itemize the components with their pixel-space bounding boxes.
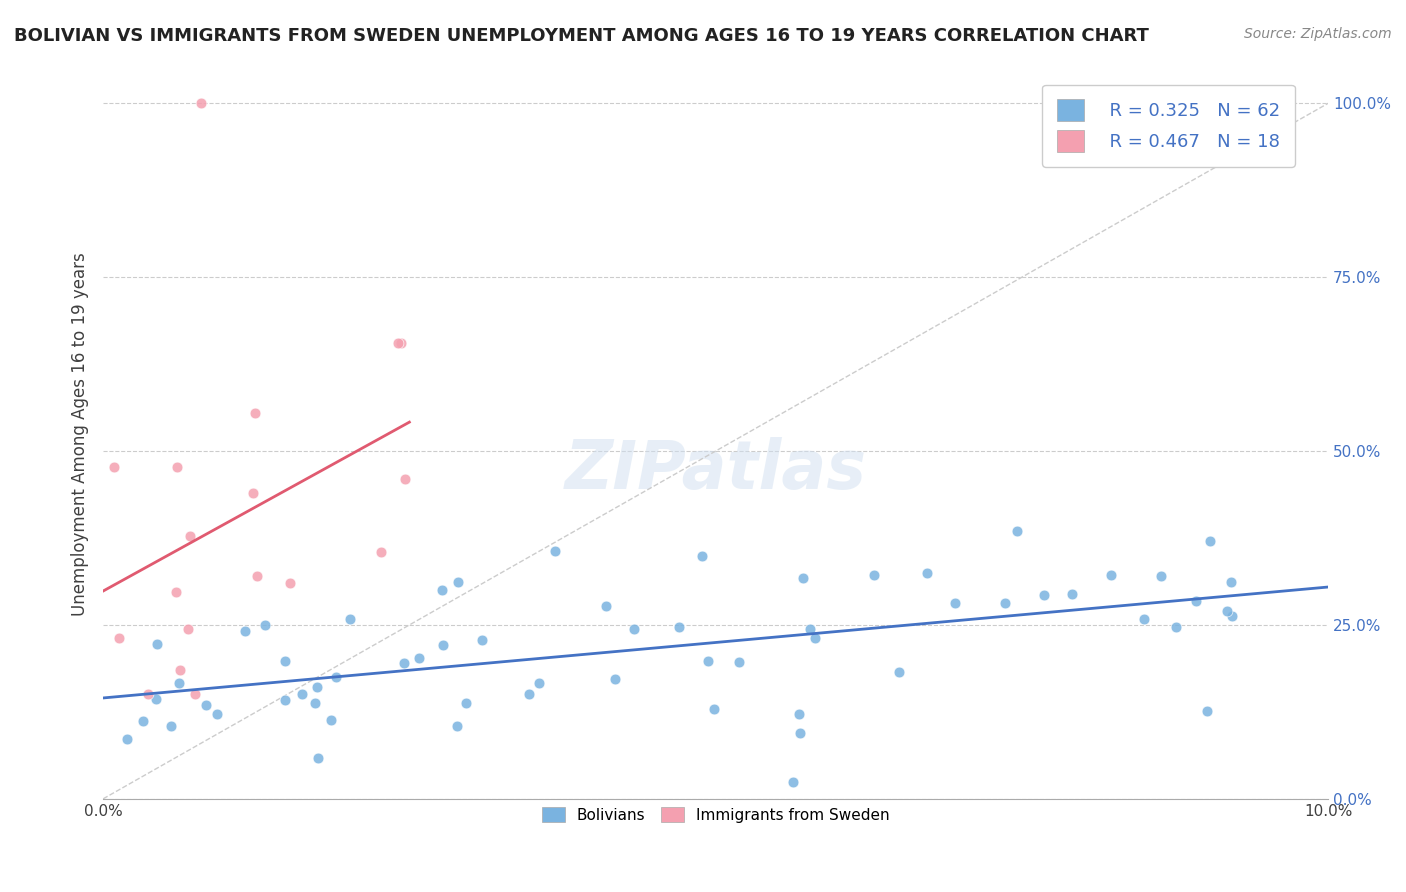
Point bbox=[146, 637, 169, 651]
Point bbox=[994, 596, 1017, 610]
Point bbox=[205, 706, 228, 721]
Text: Source: ZipAtlas.com: Source: ZipAtlas.com bbox=[1244, 27, 1392, 41]
Point bbox=[697, 654, 720, 668]
Point bbox=[799, 623, 821, 637]
Point bbox=[408, 651, 430, 665]
Point bbox=[389, 336, 412, 351]
Point bbox=[690, 549, 713, 564]
Point bbox=[321, 713, 343, 727]
Point bbox=[454, 696, 477, 710]
Point bbox=[179, 529, 201, 543]
Point bbox=[446, 719, 468, 733]
Point bbox=[103, 460, 125, 475]
Point bbox=[446, 575, 468, 590]
Point bbox=[167, 676, 190, 690]
Point bbox=[915, 566, 938, 580]
Point bbox=[190, 96, 212, 111]
Point bbox=[387, 335, 409, 350]
Point bbox=[889, 665, 911, 679]
Point bbox=[863, 568, 886, 582]
Point bbox=[1185, 594, 1208, 608]
Point bbox=[1198, 534, 1220, 549]
Point bbox=[789, 726, 811, 740]
Point bbox=[290, 687, 312, 701]
Point bbox=[668, 620, 690, 634]
Point bbox=[605, 672, 627, 686]
Text: BOLIVIAN VS IMMIGRANTS FROM SWEDEN UNEMPLOYMENT AMONG AGES 16 TO 19 YEARS CORREL: BOLIVIAN VS IMMIGRANTS FROM SWEDEN UNEMP… bbox=[14, 27, 1149, 45]
Point bbox=[1164, 619, 1187, 633]
Point bbox=[527, 676, 550, 690]
Point bbox=[246, 569, 269, 583]
Point bbox=[132, 714, 155, 728]
Point bbox=[370, 545, 392, 559]
Point bbox=[245, 406, 267, 420]
Point bbox=[1150, 569, 1173, 583]
Point bbox=[1032, 587, 1054, 601]
Point bbox=[136, 688, 159, 702]
Point bbox=[169, 663, 191, 677]
Point bbox=[943, 596, 966, 610]
Point bbox=[623, 622, 645, 636]
Point bbox=[159, 719, 181, 733]
Point bbox=[108, 631, 131, 645]
Point bbox=[804, 631, 827, 645]
Point bbox=[166, 460, 188, 475]
Point bbox=[432, 639, 454, 653]
Point bbox=[305, 680, 328, 694]
Point bbox=[728, 655, 751, 669]
Point bbox=[787, 706, 810, 721]
Point bbox=[430, 583, 453, 598]
Point bbox=[242, 485, 264, 500]
Point bbox=[307, 750, 329, 764]
Point bbox=[233, 624, 256, 639]
Point bbox=[595, 599, 617, 614]
Point bbox=[782, 774, 804, 789]
Point bbox=[1216, 604, 1239, 618]
Point bbox=[145, 692, 167, 706]
Point bbox=[544, 544, 567, 558]
Point bbox=[394, 657, 416, 671]
Point bbox=[1220, 608, 1243, 623]
Point bbox=[1060, 586, 1083, 600]
Point bbox=[792, 570, 814, 584]
Point bbox=[394, 472, 416, 486]
Point bbox=[703, 702, 725, 716]
Point bbox=[325, 670, 347, 684]
Point bbox=[184, 688, 207, 702]
Point bbox=[254, 617, 277, 632]
Point bbox=[166, 584, 188, 599]
Point bbox=[195, 698, 218, 712]
Point bbox=[1133, 612, 1156, 626]
Point bbox=[1220, 574, 1243, 589]
Point bbox=[519, 687, 541, 701]
Point bbox=[273, 693, 295, 707]
Point bbox=[1099, 567, 1122, 582]
Point bbox=[273, 654, 295, 668]
Point bbox=[177, 622, 200, 636]
Point bbox=[1005, 524, 1028, 538]
Point bbox=[471, 632, 494, 647]
Y-axis label: Unemployment Among Ages 16 to 19 years: Unemployment Among Ages 16 to 19 years bbox=[72, 252, 89, 615]
Point bbox=[278, 576, 301, 591]
Point bbox=[304, 696, 326, 710]
Point bbox=[1197, 704, 1219, 718]
Legend: Bolivians, Immigrants from Sweden: Bolivians, Immigrants from Sweden bbox=[530, 795, 901, 835]
Point bbox=[339, 612, 361, 626]
Point bbox=[115, 732, 138, 747]
Text: ZIPatlas: ZIPatlas bbox=[565, 437, 866, 503]
